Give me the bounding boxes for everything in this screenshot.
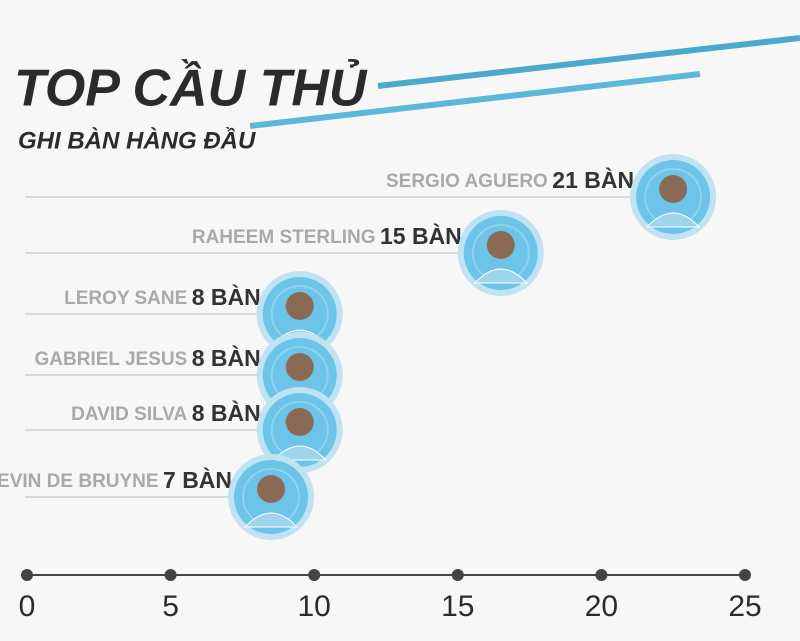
decor-line [377, 35, 800, 89]
player-head [659, 175, 688, 203]
player-body [243, 512, 299, 528]
player-marker [256, 387, 343, 473]
tick-dot [451, 569, 464, 581]
player-name: KEVIN DE BRUYNE [0, 471, 159, 492]
player-head [285, 292, 314, 320]
x-tick-label: 25 [728, 590, 761, 623]
player-marker [228, 454, 315, 540]
row-label: RAHEEM STERLING 15 BÀN [192, 222, 462, 249]
x-tick-label: 15 [441, 590, 474, 623]
row-label: SERGIO AGUERO 21 BÀN [386, 166, 634, 193]
tick-dot [739, 569, 751, 581]
player-body [272, 445, 327, 461]
value-label: 7 BÀN [163, 466, 232, 493]
player-name: SERGIO AGUERO [386, 171, 548, 192]
tick-dot [595, 569, 608, 581]
value-label: 15 BÀN [380, 222, 462, 249]
x-tick-label: 0 [19, 590, 36, 623]
x-tick-label: 20 [585, 590, 618, 623]
player-head [285, 408, 314, 436]
player-name: RAHEEM STERLING [192, 227, 376, 248]
value-label: 8 BÀN [192, 344, 261, 371]
row-label: GABRIEL JESUS 8 BÀN [35, 344, 261, 371]
player-marker [630, 154, 717, 240]
player-name: GABRIEL JESUS [35, 349, 188, 370]
player-head [285, 353, 314, 381]
value-label: 8 BÀN [192, 399, 261, 426]
tick-dot [21, 569, 33, 581]
player-name: DAVID SILVA [71, 404, 187, 425]
row-label: LEROY SANE 8 BÀN [64, 283, 261, 310]
player-marker [457, 210, 544, 296]
player-head [486, 231, 515, 259]
player-name: LEROY SANE [64, 288, 187, 309]
row-label: DAVID SILVA 8 BÀN [71, 399, 261, 426]
x-tick-label: 10 [298, 590, 331, 623]
value-label: 21 BÀN [552, 166, 634, 193]
x-tick-label: 5 [162, 590, 179, 623]
row-label: KEVIN DE BRUYNE 7 BÀN [0, 466, 232, 493]
decor-line [249, 71, 701, 129]
player-head [257, 475, 286, 503]
tick-dot [164, 569, 177, 581]
tick-dot [308, 569, 321, 581]
value-label: 8 BÀN [192, 283, 261, 310]
chart-subtitle: GHI BÀN HÀNG ĐẦU [18, 126, 256, 154]
player-body [645, 212, 701, 228]
chart-title: TOP CẦU THỦ [14, 59, 368, 118]
player-body [473, 268, 528, 284]
